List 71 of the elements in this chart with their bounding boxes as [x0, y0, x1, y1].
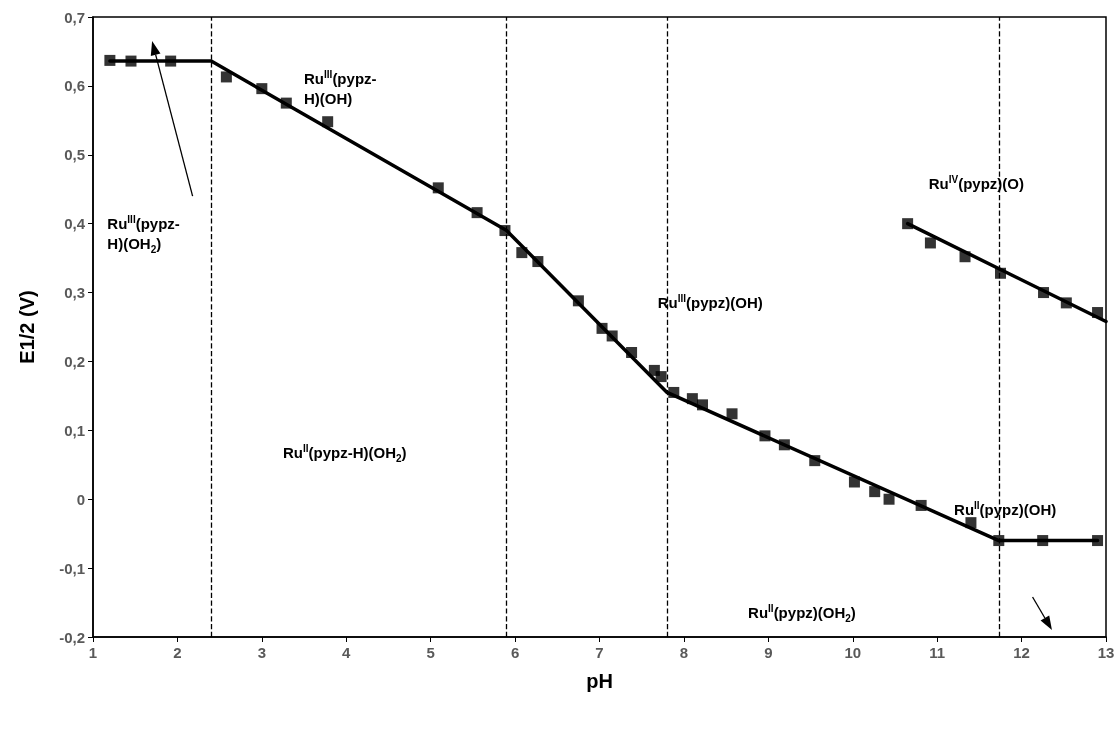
point — [902, 218, 914, 230]
point — [1092, 307, 1104, 319]
point — [869, 486, 881, 498]
x-tick-label: 6 — [510, 644, 520, 661]
point — [759, 430, 771, 442]
point — [686, 393, 698, 405]
point — [924, 237, 936, 249]
y-tick-label: 0,4 — [64, 215, 86, 233]
x-tick-label: 11 — [929, 644, 946, 661]
y-tick-label: 0,1 — [64, 421, 85, 439]
y-tick-label: 0,7 — [64, 8, 85, 26]
y-axis-title: E1/2 (V) — [16, 290, 38, 364]
annotation: Ru$^{III}$(pypz-H)(OH) — [304, 68, 378, 110]
y-tick-label: -0,1 — [59, 559, 85, 577]
annotation: Ru$^{II}$(pypz)(OH) — [954, 498, 1058, 520]
point — [596, 322, 608, 334]
y-tick-label: 0,6 — [64, 77, 85, 95]
x-tick-label: 7 — [595, 644, 604, 661]
y-tick-label: 0,5 — [64, 146, 85, 164]
point — [655, 371, 667, 383]
point — [994, 267, 1006, 279]
point — [322, 116, 334, 128]
point — [516, 247, 528, 259]
point — [1038, 287, 1050, 299]
point — [280, 97, 292, 109]
point — [499, 225, 511, 237]
annotation: Ru$^{II}$(pypz-H)(OH$_{2}$) — [282, 441, 408, 466]
x-tick-label: 5 — [426, 644, 435, 661]
annotation: Ru$^{III}$(pypz)(OH) — [657, 292, 764, 314]
point — [626, 346, 638, 358]
point — [1092, 535, 1104, 547]
point — [1060, 297, 1072, 309]
annotation: Ru$^{IV}$(pypz)(O) — [928, 172, 1025, 194]
point — [883, 493, 895, 505]
x-tick-label: 1 — [88, 644, 98, 661]
point — [848, 476, 860, 488]
x-tick-label: 4 — [342, 644, 352, 661]
point — [256, 83, 268, 95]
x-tick-label: 10 — [844, 644, 862, 661]
y-tick-label: 0,3 — [64, 284, 85, 302]
point — [572, 295, 584, 307]
point — [959, 251, 971, 263]
point — [965, 517, 977, 529]
x-tick-label: 3 — [257, 644, 267, 661]
x-tick-label: 8 — [679, 644, 689, 661]
y-tick-label: 0,2 — [64, 352, 85, 370]
y-tick-label: -0,2 — [59, 628, 85, 646]
point — [165, 55, 177, 67]
point — [1037, 535, 1049, 547]
point — [696, 399, 708, 411]
x-axis-title: pH — [586, 670, 613, 692]
point — [532, 256, 544, 268]
point — [668, 386, 680, 398]
x-tick-label: 9 — [764, 644, 773, 661]
annotation: Ru$^{II}$(pypz)(OH$_{2}$) — [748, 602, 857, 627]
point — [726, 408, 738, 420]
y-tick-label: 0 — [76, 490, 85, 508]
x-tick-label: 12 — [1013, 644, 1030, 661]
x-tick-label: 13 — [1097, 644, 1115, 661]
point — [809, 455, 821, 467]
x-tick-label: 2 — [173, 644, 182, 661]
point — [432, 182, 444, 194]
point — [915, 499, 927, 511]
point — [993, 535, 1005, 547]
annotation: Ru$^{III}$(pypz-H)(OH$_{2}$) — [107, 212, 181, 257]
point — [104, 54, 116, 66]
point — [125, 55, 137, 67]
point — [778, 439, 790, 451]
point — [606, 330, 618, 342]
point — [220, 71, 232, 83]
point — [471, 207, 483, 219]
